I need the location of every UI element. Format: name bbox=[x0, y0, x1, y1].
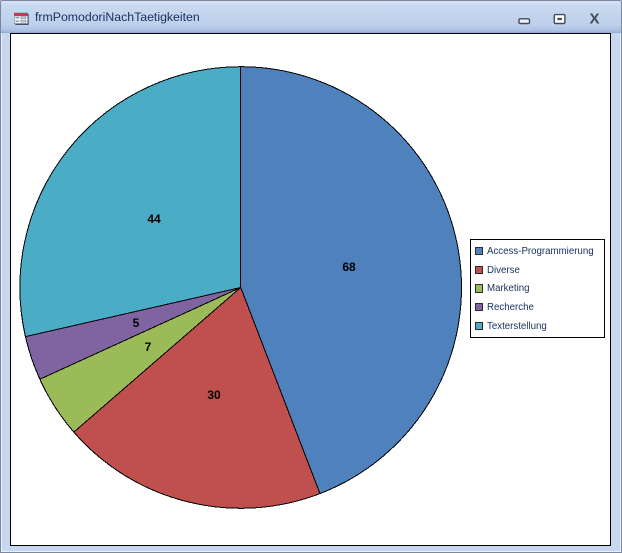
svg-text:X: X bbox=[589, 11, 599, 28]
